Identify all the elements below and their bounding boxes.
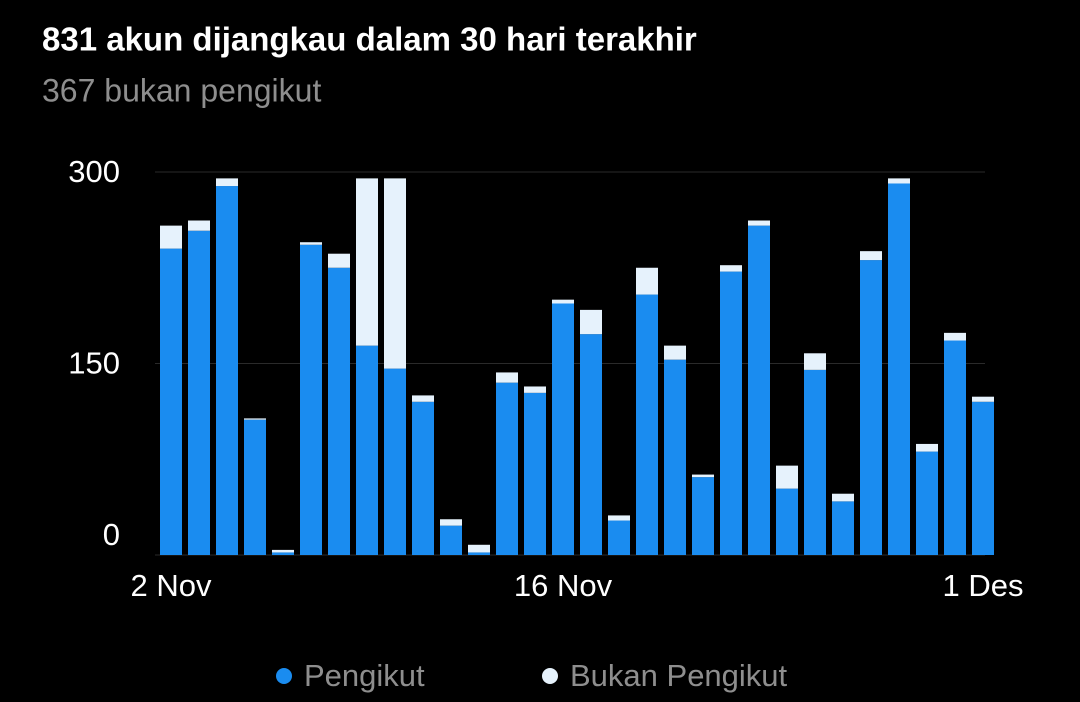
bar-segment	[748, 225, 770, 555]
bar-segment	[832, 493, 854, 502]
bar-segment	[384, 368, 406, 555]
bar-segment	[636, 294, 658, 555]
bar-segment	[580, 334, 602, 555]
y-tick-label: 300	[68, 154, 120, 189]
bar-segment	[608, 515, 630, 521]
bar-segment	[888, 183, 910, 556]
bar-segment	[244, 419, 266, 555]
bar-segment	[160, 225, 182, 249]
bar-segment	[776, 488, 798, 555]
bar-segment	[188, 220, 210, 231]
legend-label: Pengikut	[304, 658, 425, 693]
bar-segment	[720, 271, 742, 555]
bar-segment	[972, 401, 994, 555]
bar-segment	[412, 395, 434, 402]
bar-segment	[720, 265, 742, 272]
bar-segment	[440, 519, 462, 526]
bar-segment	[860, 251, 882, 261]
bar-segment	[916, 451, 938, 555]
bar-segment	[412, 401, 434, 555]
bar-segment	[972, 396, 994, 402]
bar-segment	[216, 186, 238, 555]
y-tick-label: 150	[68, 346, 120, 381]
bar-segment	[300, 244, 322, 555]
bar-segment	[692, 477, 714, 555]
bar-segment	[440, 525, 462, 555]
bar-segment	[748, 220, 770, 226]
bar-segment	[608, 520, 630, 555]
bar-segment	[272, 549, 294, 553]
bar-segment	[776, 465, 798, 489]
bar-segment	[272, 552, 294, 555]
bar-segment	[692, 474, 714, 478]
bar-segment	[944, 340, 966, 555]
bar-segment	[384, 178, 406, 369]
bar-segment	[356, 345, 378, 555]
y-tick-label: 0	[103, 517, 120, 552]
bar-segment	[916, 443, 938, 452]
bar-segment	[496, 382, 518, 555]
legend-label: Bukan Pengikut	[570, 658, 788, 693]
x-tick-label: 16 Nov	[514, 568, 613, 603]
bar-segment	[832, 501, 854, 555]
bar-segment	[804, 353, 826, 370]
bar-segment	[160, 248, 182, 555]
bar-segment	[804, 369, 826, 555]
bar-segment	[524, 392, 546, 555]
bar-segment	[888, 178, 910, 184]
bar-segment	[664, 359, 686, 555]
bar-segment	[636, 267, 658, 295]
bar-segment	[468, 544, 490, 553]
bar-segment	[300, 242, 322, 245]
bar-segment	[244, 418, 266, 420]
bar-segment	[496, 372, 518, 383]
bar-segment	[328, 267, 350, 555]
bar-segment	[216, 178, 238, 187]
bar-segment	[356, 178, 378, 346]
bar-segment	[944, 332, 966, 341]
bar-segment	[552, 299, 574, 304]
bar-segment	[860, 260, 882, 555]
x-tick-label: 2 Nov	[131, 568, 212, 603]
bar-segment	[468, 552, 490, 555]
bar-segment	[580, 309, 602, 335]
x-tick-label: 1 Des	[943, 568, 1024, 603]
chart-subtitle: 367 bukan pengikut	[42, 72, 321, 108]
bar-segment	[552, 303, 574, 555]
bar-segment	[664, 345, 686, 360]
bar-segment	[328, 253, 350, 268]
bar-segment	[188, 230, 210, 555]
bar-segment	[524, 386, 546, 393]
chart-title: 831 akun dijangkau dalam 30 hari terakhi…	[42, 21, 697, 58]
legend-marker	[542, 668, 558, 684]
legend-marker	[276, 668, 292, 684]
